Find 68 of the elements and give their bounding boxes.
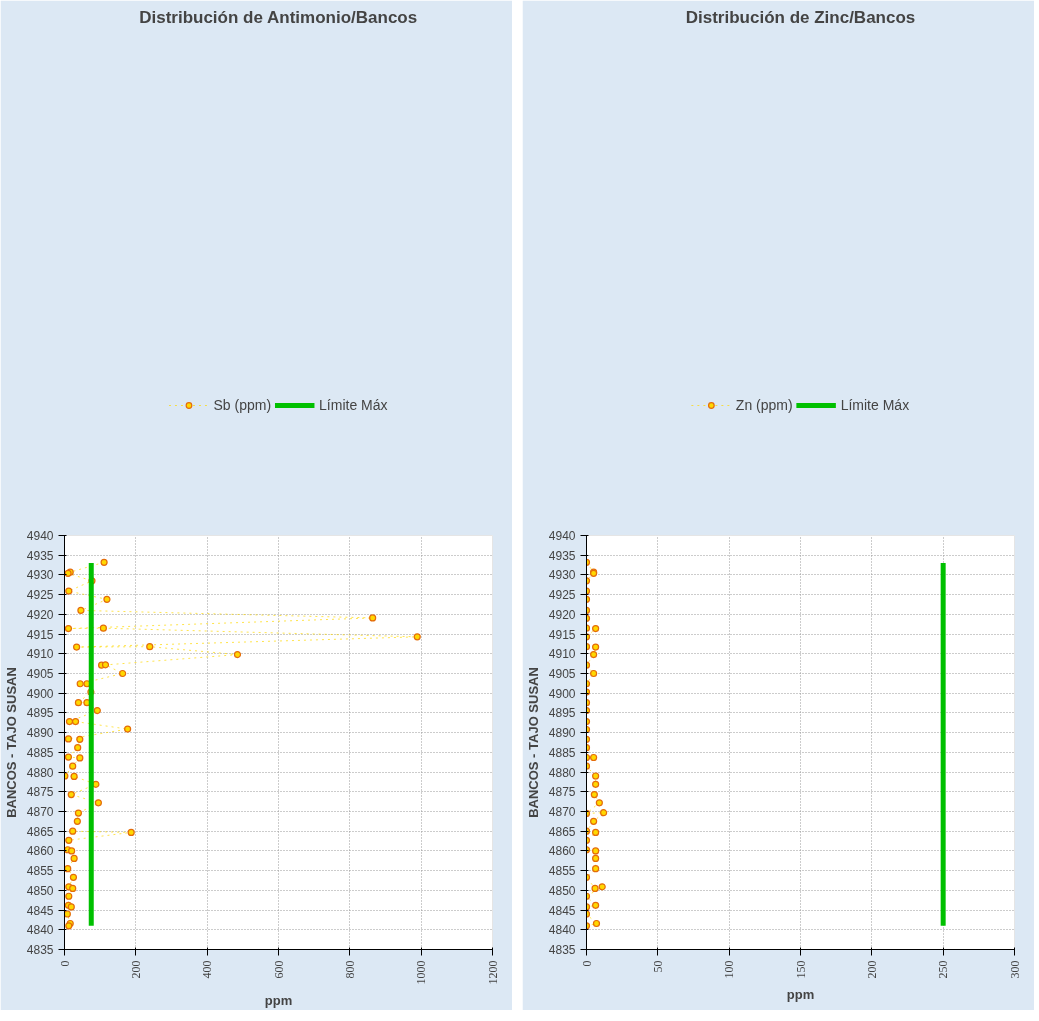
y-tick-label: 4895 bbox=[26, 706, 54, 721]
y-tick-label: 4925 bbox=[548, 588, 576, 603]
y-tick-label: 4880 bbox=[548, 765, 576, 780]
legend-label: Límite Máx bbox=[840, 397, 910, 413]
y-tick-label: 4935 bbox=[26, 548, 54, 563]
x-tick-label: 250 bbox=[936, 960, 951, 979]
x-tick-label: 0 bbox=[57, 960, 72, 967]
x-tick-label: 100 bbox=[722, 960, 737, 979]
y-tick-label: 4905 bbox=[26, 667, 54, 681]
legend-label: Límite Máx bbox=[319, 397, 388, 413]
y-tick-label: 4860 bbox=[548, 844, 576, 859]
y-tick-label: 4850 bbox=[26, 883, 54, 898]
y-axis-title: BANCOS - TAJO SUSAN bbox=[3, 667, 19, 818]
y-tick-label: 4910 bbox=[26, 647, 54, 662]
x-tick-label: 200 bbox=[864, 960, 879, 979]
x-tick-label: 150 bbox=[793, 960, 808, 979]
y-tick-label: 4930 bbox=[26, 568, 54, 583]
x-tick-label: 50 bbox=[650, 960, 665, 973]
y-tick-label: 4915 bbox=[548, 627, 576, 642]
y-tick-label: 4855 bbox=[548, 864, 576, 879]
y-tick-label: 4840 bbox=[26, 923, 54, 938]
y-tick-label: 4840 bbox=[548, 923, 576, 938]
y-tick-label: 4935 bbox=[548, 548, 576, 563]
chart-title: Distribución de Zinc/Bancos bbox=[685, 7, 916, 27]
y-tick-label: 4850 bbox=[548, 883, 576, 898]
y-tick-label: 4890 bbox=[548, 726, 576, 741]
x-tick-label: 200 bbox=[128, 960, 143, 979]
y-tick-label: 4870 bbox=[548, 805, 576, 819]
y-tick-label: 4905 bbox=[548, 667, 576, 681]
y-tick-label: 4875 bbox=[548, 785, 576, 800]
y-tick-label: 4885 bbox=[548, 745, 576, 760]
y-tick-label: 4895 bbox=[548, 706, 576, 721]
x-tick-label: 1200 bbox=[485, 960, 500, 985]
y-tick-label: 4880 bbox=[26, 765, 54, 780]
y-tick-label: 4915 bbox=[26, 627, 54, 642]
y-tick-label: 4940 bbox=[26, 529, 54, 543]
legend-label: Zn (ppm) bbox=[735, 397, 793, 413]
y-tick-label: 4890 bbox=[26, 726, 54, 741]
x-tick-label: 600 bbox=[271, 960, 286, 979]
x-tick-label: 0 bbox=[579, 960, 594, 967]
y-tick-label: 4910 bbox=[548, 647, 576, 662]
x-tick-label: 300 bbox=[1007, 960, 1022, 979]
x-axis-title: ppm bbox=[264, 992, 293, 1008]
x-axis-title: ppm bbox=[786, 986, 815, 1002]
y-tick-label: 4940 bbox=[548, 529, 576, 543]
y-tick-label: 4875 bbox=[26, 785, 54, 800]
y-tick-label: 4845 bbox=[26, 903, 54, 918]
y-tick-label: 4920 bbox=[26, 607, 54, 622]
y-tick-label: 4865 bbox=[26, 824, 54, 839]
y-tick-label: 4900 bbox=[548, 686, 576, 701]
legend-label: Sb (ppm) bbox=[213, 397, 272, 413]
x-tick-label: 1000 bbox=[414, 960, 429, 985]
chart-title: Distribución de Antimonio/Bancos bbox=[139, 7, 418, 27]
y-tick-label: 4860 bbox=[26, 844, 54, 859]
y-tick-label: 4930 bbox=[548, 568, 576, 583]
y-tick-label: 4865 bbox=[548, 824, 576, 839]
y-tick-label: 4855 bbox=[26, 864, 54, 879]
x-tick-label: 400 bbox=[200, 960, 215, 979]
y-tick-label: 4870 bbox=[26, 805, 54, 819]
y-tick-label: 4925 bbox=[26, 588, 54, 603]
y-tick-label: 4900 bbox=[26, 686, 54, 701]
y-tick-label: 4920 bbox=[548, 607, 576, 622]
y-tick-label: 4885 bbox=[26, 745, 54, 760]
y-tick-label: 4835 bbox=[26, 943, 54, 957]
y-tick-label: 4845 bbox=[548, 903, 576, 918]
y-tick-label: 4835 bbox=[548, 943, 576, 957]
x-tick-label: 800 bbox=[342, 960, 357, 979]
y-axis-title: BANCOS - TAJO SUSAN bbox=[525, 667, 541, 818]
